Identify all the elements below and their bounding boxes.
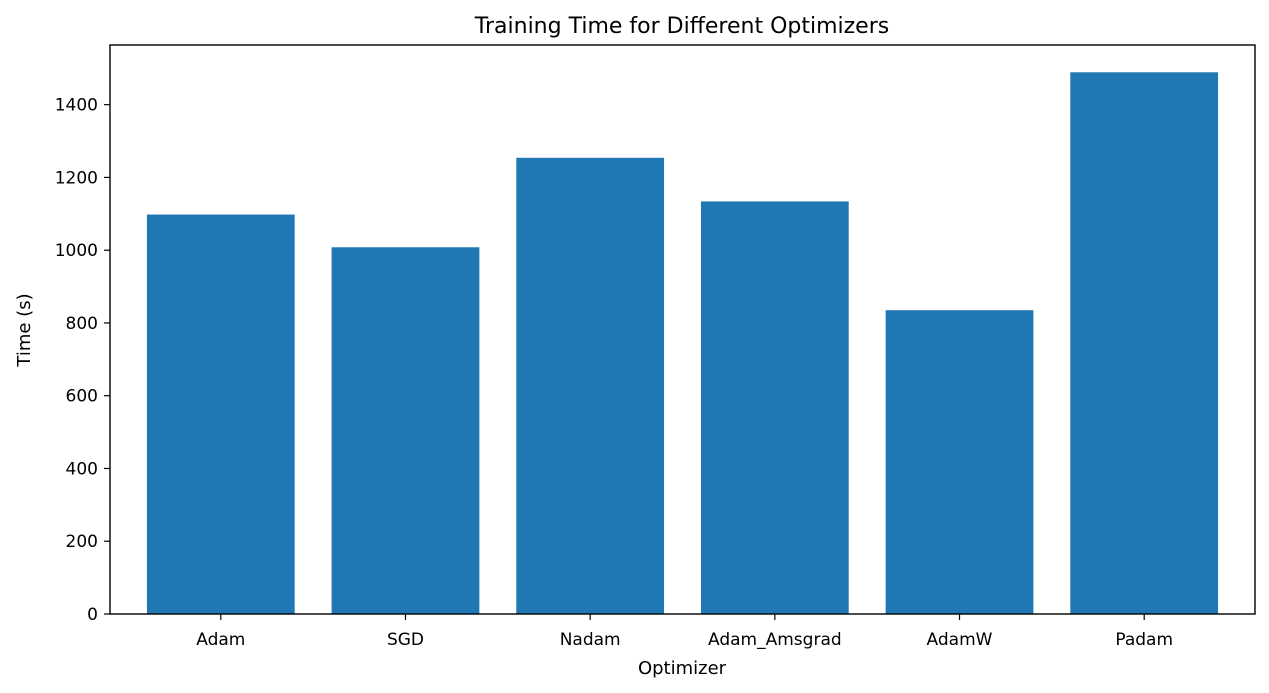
bar-adam_amsgrad [700, 201, 849, 615]
y-tick-label: 400 [66, 459, 98, 479]
y-tick-label: 1400 [55, 96, 98, 116]
bar-adam [146, 214, 295, 614]
x-axis-ticks: Adam SGD Nadam Adam_Amsgrad AdamW Padam [196, 614, 1173, 650]
x-tick-label: Nadam [560, 630, 621, 650]
y-axis-label: Time (s) [14, 293, 35, 367]
bar-padam [1070, 72, 1219, 614]
x-tick-label: Adam [196, 630, 245, 650]
bar-adamw [885, 310, 1034, 614]
y-axis-ticks: 0 200 400 600 800 1000 1200 1400 [55, 96, 110, 625]
chart-title: Training Time for Different Optimizers [474, 14, 889, 39]
bar-nadam [516, 157, 665, 615]
y-tick-label: 0 [87, 605, 98, 625]
y-tick-label: 600 [66, 387, 98, 407]
bar-sgd [331, 247, 480, 614]
x-tick-label: Padam [1115, 630, 1173, 650]
y-tick-label: 200 [66, 532, 98, 552]
bars-group [146, 72, 1219, 615]
y-tick-label: 1200 [55, 168, 98, 188]
plot-frame [109, 44, 1256, 615]
x-tick-label: SGD [387, 630, 424, 650]
y-tick-label: 1000 [55, 241, 98, 261]
x-axis-label: Optimizer [638, 658, 727, 679]
y-tick-label: 800 [66, 314, 98, 334]
x-tick-label: Adam_Amsgrad [708, 630, 842, 650]
x-tick-label: AdamW [927, 630, 993, 650]
